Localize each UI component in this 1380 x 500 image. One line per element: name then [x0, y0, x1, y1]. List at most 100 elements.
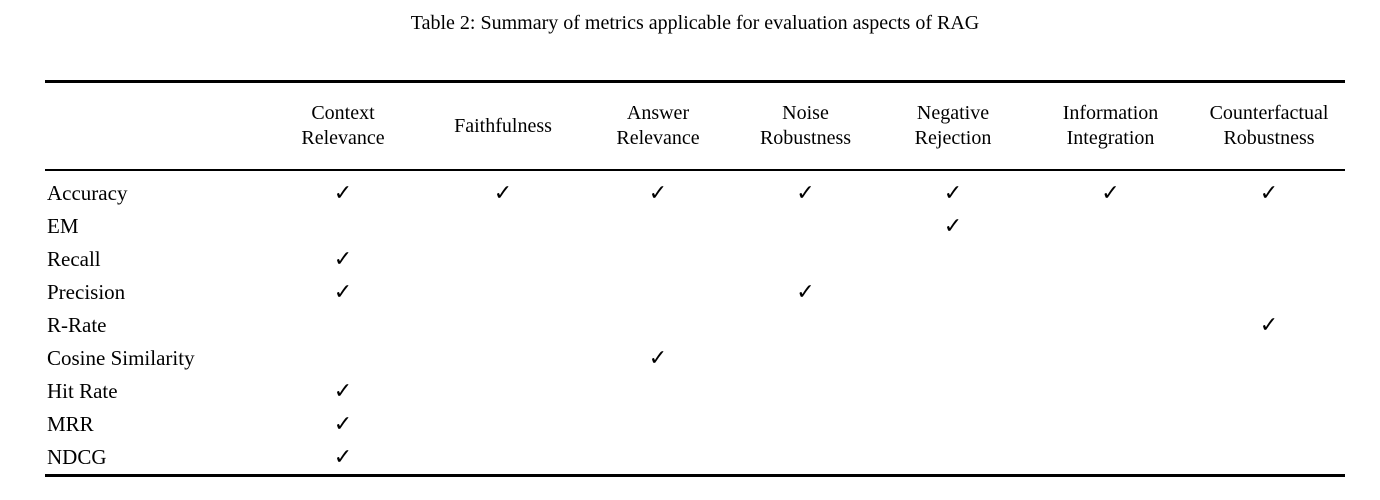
table-row-recall: Recall ✓ — [45, 243, 1345, 276]
empty-cell — [878, 243, 1028, 276]
empty-cell — [878, 375, 1028, 408]
empty-cell — [263, 210, 423, 243]
row-label-recall: Recall — [47, 247, 101, 271]
checkmark-cell: ✓ — [263, 276, 423, 309]
empty-cell — [583, 210, 733, 243]
column-header-counterfactual-robustness: Counterfactual Robustness — [1193, 81, 1345, 171]
checkmark-cell: ✓ — [583, 342, 733, 375]
empty-cell — [1028, 408, 1193, 441]
empty-cell — [583, 276, 733, 309]
column-header-faithfulness: Faithfulness — [423, 81, 583, 171]
row-label-cosine-similarity: Cosine Similarity — [47, 346, 195, 370]
table-caption: Table 2: Summary of metrics applicable f… — [410, 12, 980, 34]
checkmark-icon: ✓ — [943, 180, 963, 205]
table-container: Context Relevance Faithfulness Answer Rele… — [45, 80, 1345, 477]
empty-cell — [583, 408, 733, 441]
empty-cell — [423, 375, 583, 408]
empty-cell — [1028, 243, 1193, 276]
empty-cell — [1028, 210, 1193, 243]
empty-cell — [1193, 441, 1345, 476]
empty-cell — [263, 342, 423, 375]
empty-cell — [878, 276, 1028, 309]
checkmark-cell: ✓ — [1193, 309, 1345, 342]
empty-cell — [1028, 309, 1193, 342]
row-label-em: EM — [47, 214, 79, 238]
empty-cell — [878, 408, 1028, 441]
empty-cell — [1028, 441, 1193, 476]
empty-cell — [1193, 375, 1345, 408]
checkmark-icon: ✓ — [796, 180, 815, 205]
table-row-em: EM ✓ — [45, 210, 1345, 243]
table-row-ndcg: NDCG ✓ — [45, 441, 1345, 476]
empty-cell — [733, 309, 878, 342]
empty-cell — [423, 408, 583, 441]
empty-cell — [878, 309, 1028, 342]
column-header-answer-relevance: Answer Relevance — [583, 81, 733, 171]
checkmark-icon: ✓ — [333, 378, 353, 403]
checkmark-icon: ✓ — [648, 180, 668, 205]
empty-cell — [583, 441, 733, 476]
empty-cell — [733, 210, 878, 243]
empty-cell — [733, 243, 878, 276]
column-header-information-integration: Information Integration — [1028, 81, 1193, 171]
column-header-noise-robustness: Noise Robustness — [733, 81, 878, 171]
table-row-hit-rate: Hit Rate ✓ — [45, 375, 1345, 408]
checkmark-cell: ✓ — [1193, 170, 1345, 210]
empty-cell — [423, 276, 583, 309]
row-label-accuracy: Accuracy — [47, 181, 128, 205]
empty-cell — [1028, 276, 1193, 309]
checkmark-icon: ✓ — [333, 246, 353, 271]
table-head: Context Relevance Faithfulness Answer Rele… — [45, 81, 1345, 171]
empty-cell — [263, 309, 423, 342]
empty-cell — [878, 441, 1028, 476]
checkmark-cell: ✓ — [733, 276, 878, 309]
row-label-r-rate: R-Rate — [47, 313, 107, 337]
table-row-accuracy: Accuracy ✓ ✓ ✓ ✓ ✓ ✓ ✓ — [45, 170, 1345, 210]
empty-cell — [423, 342, 583, 375]
table-body: Accuracy ✓ ✓ ✓ ✓ ✓ ✓ ✓ EM ✓ Recall ✓ Precision ✓ ✓ R-Ra… — [45, 170, 1345, 476]
empty-cell — [583, 375, 733, 408]
checkmark-icon: ✓ — [333, 279, 353, 304]
empty-cell — [1028, 342, 1193, 375]
table-row-r-rate: R-Rate ✓ — [45, 309, 1345, 342]
row-label-mrr: MRR — [47, 412, 94, 436]
checkmark-cell: ✓ — [263, 170, 423, 210]
column-header-context-relevance: Context Relevance — [263, 81, 423, 171]
empty-cell — [423, 441, 583, 476]
row-label-hit-rate: Hit Rate — [47, 379, 118, 403]
empty-cell — [733, 408, 878, 441]
empty-cell — [1193, 342, 1345, 375]
corner-cell — [45, 81, 263, 171]
checkmark-icon: ✓ — [943, 213, 963, 238]
checkmark-cell: ✓ — [423, 170, 583, 210]
checkmark-icon: ✓ — [796, 279, 815, 304]
checkmark-icon: ✓ — [1259, 312, 1279, 337]
checkmark-icon: ✓ — [1101, 180, 1120, 205]
empty-cell — [733, 375, 878, 408]
checkmark-icon: ✓ — [493, 180, 513, 205]
empty-cell — [423, 243, 583, 276]
checkmark-cell: ✓ — [878, 170, 1028, 210]
empty-cell — [1028, 375, 1193, 408]
empty-cell — [1193, 276, 1345, 309]
row-label-precision: Precision — [47, 280, 126, 304]
checkmark-cell: ✓ — [263, 441, 423, 476]
table-row-cosine-similarity: Cosine Similarity ✓ — [45, 342, 1345, 375]
checkmark-cell: ✓ — [1028, 170, 1193, 210]
empty-cell — [878, 342, 1028, 375]
checkmark-cell: ✓ — [263, 375, 423, 408]
empty-cell — [733, 342, 878, 375]
checkmark-icon: ✓ — [333, 444, 353, 469]
checkmark-icon: ✓ — [333, 411, 353, 436]
checkmark-cell: ✓ — [878, 210, 1028, 243]
empty-cell — [583, 309, 733, 342]
checkmark-icon: ✓ — [1259, 180, 1279, 205]
checkmark-icon: ✓ — [333, 180, 353, 205]
empty-cell — [583, 243, 733, 276]
checkmark-cell: ✓ — [263, 243, 423, 276]
header-row: Context Relevance Faithfulness Answer Rele… — [45, 81, 1345, 171]
column-header-negative-rejection: Negative Rejection — [878, 81, 1028, 171]
checkmark-icon: ✓ — [648, 345, 668, 370]
empty-cell — [1193, 210, 1345, 243]
metrics-table: Context Relevance Faithfulness Answer Rele… — [45, 80, 1345, 477]
